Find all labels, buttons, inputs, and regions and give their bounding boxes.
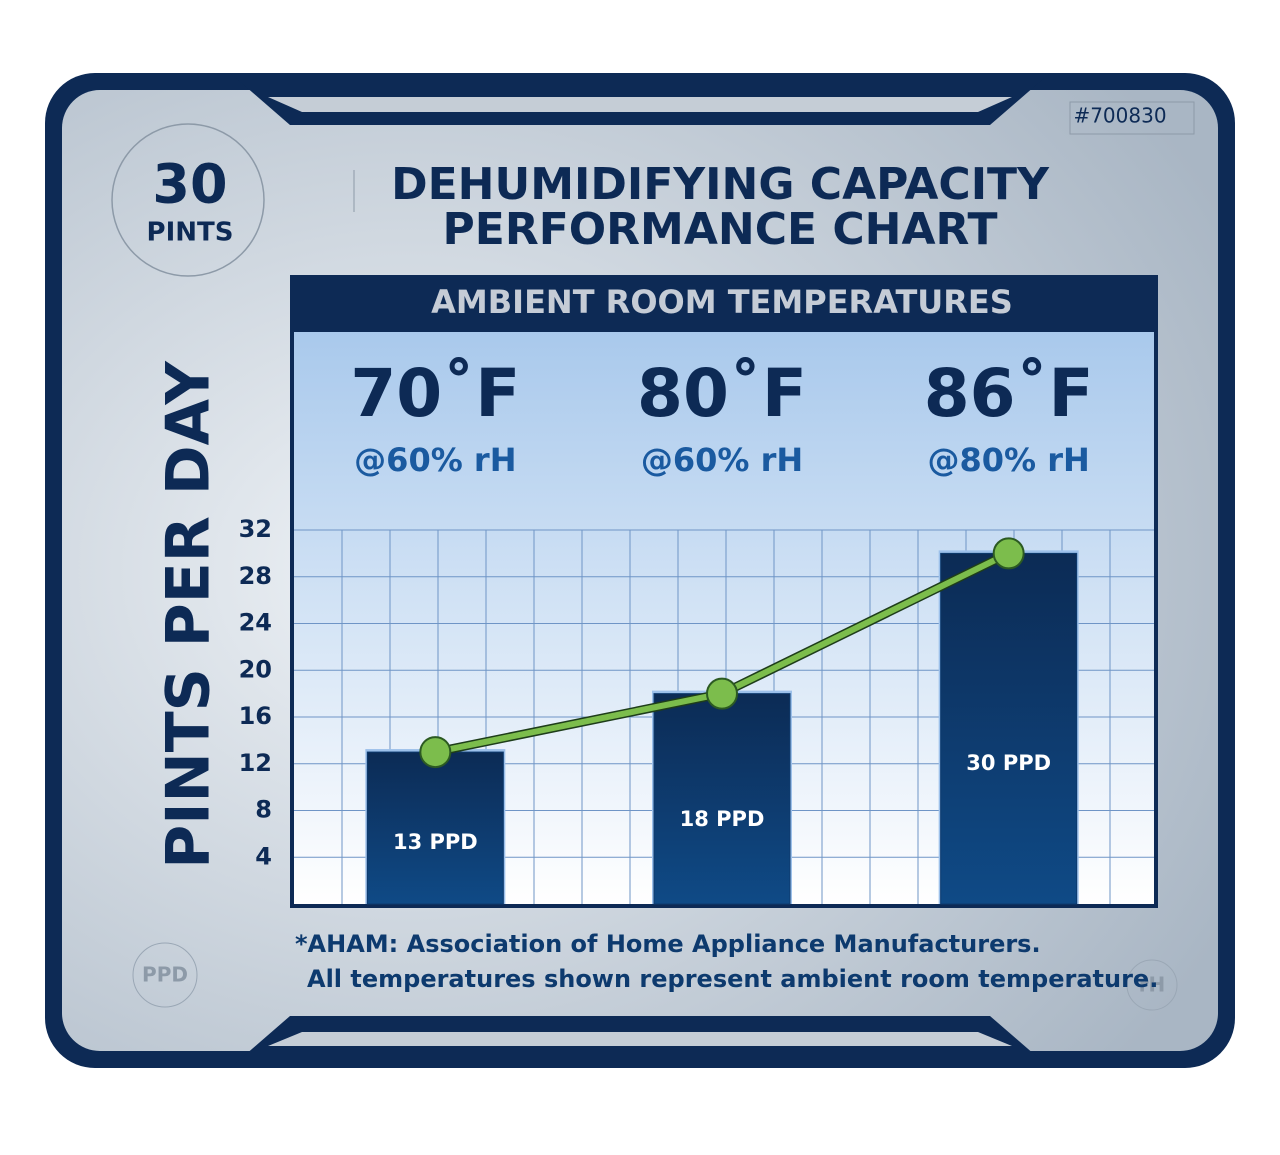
y-tick-label: 28 (239, 562, 272, 590)
category-label: 86˚F (924, 355, 1094, 432)
y-tick-label: 4 (255, 842, 272, 870)
value-label: 18 PPD (680, 807, 765, 831)
badge-ring (111, 123, 265, 277)
corner-label: rH (1139, 973, 1166, 997)
corner-ring (132, 942, 198, 1008)
top-tab-stripe (268, 97, 1012, 112)
trend-point (419, 736, 452, 769)
category-subtitle: @60% rH (354, 441, 516, 479)
trend-point (992, 537, 1025, 570)
y-tick-label: 8 (255, 796, 272, 824)
bar (366, 751, 504, 905)
category-subtitle: @80% rH (928, 441, 1090, 479)
badge-number: 30 (152, 153, 227, 216)
corner-label: PPD (142, 963, 188, 987)
y-tick-label: 24 (239, 609, 272, 637)
panel-header: AMBIENT ROOM TEMPERATURES (431, 283, 1013, 321)
code-box (1069, 101, 1195, 135)
y-tick-label: 12 (239, 749, 272, 777)
bar (940, 552, 1078, 905)
value-label: 30 PPD (966, 751, 1051, 775)
category-subtitle: @60% rH (641, 441, 803, 479)
corner-ring (1126, 959, 1178, 1011)
footnote: *AHAM: Association of Home Appliance Man… (295, 930, 1041, 958)
bar (653, 693, 791, 905)
badge-unit: PINTS (147, 218, 234, 248)
y-axis-title: PINTS PER DAY (154, 360, 224, 869)
title-line: DEHUMIDIFYING CAPACITY (391, 159, 1050, 210)
y-tick-label: 32 (239, 515, 272, 543)
y-tick-label: 20 (239, 655, 272, 683)
category-label: 70˚F (350, 355, 520, 432)
y-tick-label: 16 (239, 702, 272, 730)
category-label: 80˚F (637, 355, 807, 432)
trend-point (706, 677, 738, 710)
value-label: 13 PPD (393, 830, 478, 854)
title-line: PERFORMANCE CHART (443, 204, 998, 255)
code: #700830 (1073, 104, 1166, 128)
bottom-tab-stripe (268, 1032, 1012, 1046)
footnote: All temperatures shown represent ambient… (307, 965, 1158, 993)
